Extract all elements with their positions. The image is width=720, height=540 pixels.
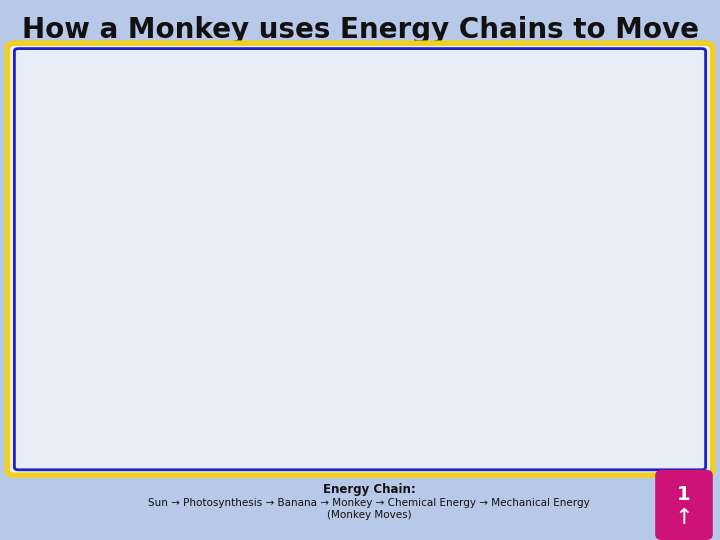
Ellipse shape [485,340,518,396]
Ellipse shape [490,355,524,410]
Text: BANANA TREE
CHANGES SOLAR
RADIANT ENERGY
INTO
CARBOHYDRATES.: BANANA TREE CHANGES SOLAR RADIANT ENERGY… [201,137,279,188]
Text: 1: 1 [678,484,690,504]
Polygon shape [303,74,395,137]
Text: CHEMICAL
ENERGY STORED
IN GLUCOSE IS
TAKEN TO
MUSCLE CELLS IN
MONKEY.: CHEMICAL ENERGY STORED IN GLUCOSE IS TAK… [459,255,535,316]
Polygon shape [224,110,303,141]
Polygon shape [303,116,386,146]
Text: ENERGY AS HEAT FLOWS
FROM MONKEY'S BODY TO
SURROUNDING AIR.: ENERGY AS HEAT FLOWS FROM MONKEY'S BODY … [93,363,206,393]
Text: Sun → Photosynthesis → Banana → Monkey → Chemical Energy → Mechanical Energy
(Mo: Sun → Photosynthesis → Banana → Monkey →… [148,498,590,520]
Polygon shape [275,50,303,137]
Circle shape [315,368,375,417]
Circle shape [104,152,189,221]
Text: HEAT FLOW: HEAT FLOW [147,339,197,348]
Circle shape [516,179,558,213]
Text: ↑: ↑ [675,508,693,529]
Text: CHEMICAL ENERGY IN
CARBOHYDRATES,
STORED IN BANANA,
GETS EATEN BY
HAPPY MONKEY.: CHEMICAL ENERGY IN CARBOHYDRATES, STORED… [387,122,480,173]
Polygon shape [237,73,303,137]
Circle shape [526,157,548,174]
Text: How a Monkey uses Energy Chains to Move: How a Monkey uses Energy Chains to Move [22,16,698,44]
Text: Energy Chain:: Energy Chain: [323,483,415,496]
Circle shape [522,152,552,177]
Text: KINETIC ENERGY: KINETIC ENERGY [120,324,191,333]
Text: MUSCLE FIBERS, FULL OF
MUSCLE CELLS,
CONTRACT, CONVERTING
CHEMICAL INTO
MECHANIC: MUSCLE FIBERS, FULL OF MUSCLE CELLS, CON… [273,255,388,316]
Circle shape [330,380,360,405]
Ellipse shape [479,326,512,381]
Polygon shape [301,49,342,137]
Text: MONKEY FLINGS
HERSELF THROUGH THE
AIR, CONVERTING
MUSCLE CONTRACTIONS
INTO KINET: MONKEY FLINGS HERSELF THROUGH THE AIR, C… [93,240,202,301]
